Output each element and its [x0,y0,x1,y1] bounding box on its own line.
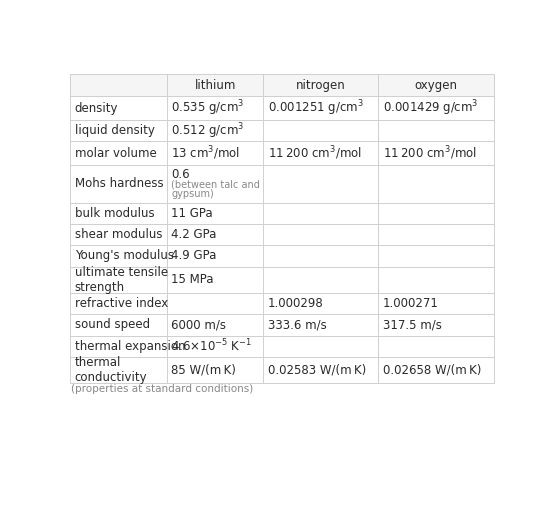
Bar [167,120,263,141]
Bar [167,203,263,224]
Bar [167,293,263,314]
Text: refractive index: refractive index [75,297,168,310]
Bar [378,293,494,314]
Bar [263,120,378,141]
Bar [378,141,494,165]
Text: nitrogen: nitrogen [296,79,346,92]
Bar [70,203,167,224]
Bar [167,224,263,245]
Text: liquid density: liquid density [75,124,155,138]
Bar [263,336,378,357]
Bar [167,314,263,336]
Bar [70,336,167,357]
Bar [70,120,167,141]
Text: (properties at standard conditions): (properties at standard conditions) [71,384,253,394]
Bar [263,314,378,336]
Text: 0.512 g/cm$^3$: 0.512 g/cm$^3$ [171,121,245,141]
Text: sound speed: sound speed [75,319,150,331]
Bar [263,203,378,224]
Bar [378,224,494,245]
Text: 4.2 GPa: 4.2 GPa [171,228,216,241]
Bar [167,141,263,165]
Bar [378,245,494,267]
Bar [263,97,378,120]
Bar [378,357,494,383]
Text: 0.02658 W/(m K): 0.02658 W/(m K) [383,364,481,376]
Bar [167,74,263,97]
Bar [167,74,263,97]
Text: 0.02583 W/(m K): 0.02583 W/(m K) [268,364,366,376]
Bar [70,141,167,165]
Text: 0.535 g/cm$^3$: 0.535 g/cm$^3$ [171,98,245,118]
Text: 11 GPa: 11 GPa [171,207,213,220]
Bar [263,74,378,97]
Bar [378,314,494,336]
Text: 4.6×10$^{-5}$ K$^{-1}$: 4.6×10$^{-5}$ K$^{-1}$ [171,338,252,355]
Bar [378,267,494,293]
Text: 317.5 m/s: 317.5 m/s [383,319,442,331]
Bar [263,245,378,267]
Bar [378,74,494,97]
Bar [70,267,167,293]
Text: 11 200 cm$^3$/mol: 11 200 cm$^3$/mol [383,144,477,162]
Text: lithium: lithium [194,79,236,92]
Bar [263,267,378,293]
Text: oxygen: oxygen [414,79,458,92]
Text: density: density [75,102,118,115]
Bar [70,293,167,314]
Bar [70,245,167,267]
Text: 85 W/(m K): 85 W/(m K) [171,364,236,376]
Text: shear modulus: shear modulus [75,228,162,241]
Bar [70,74,167,97]
Bar [378,120,494,141]
Bar [263,165,378,203]
Bar [167,165,263,203]
Text: Young's modulus: Young's modulus [75,250,174,262]
Bar [70,165,167,203]
Text: thermal expansion: thermal expansion [75,340,185,353]
Text: 4.9 GPa: 4.9 GPa [171,250,216,262]
Text: 13 cm$^3$/mol: 13 cm$^3$/mol [171,144,240,162]
Text: (between talc and: (between talc and [171,179,260,190]
Bar [263,141,378,165]
Bar [167,336,263,357]
Bar [167,357,263,383]
Text: 0.001429 g/cm$^3$: 0.001429 g/cm$^3$ [383,98,478,118]
Text: gypsum): gypsum) [171,189,214,199]
Text: 11 200 cm$^3$/mol: 11 200 cm$^3$/mol [268,144,361,162]
Text: 0.6: 0.6 [171,168,189,182]
Bar [378,97,494,120]
Bar [167,97,263,120]
Bar [167,267,263,293]
Text: 15 MPa: 15 MPa [171,273,213,286]
Bar [70,74,167,97]
Bar [263,74,378,97]
Text: bulk modulus: bulk modulus [75,207,154,220]
Text: 1.000298: 1.000298 [268,297,323,310]
Text: 6000 m/s: 6000 m/s [171,319,226,331]
Bar [70,224,167,245]
Text: thermal
conductivity: thermal conductivity [75,356,147,384]
Bar [378,203,494,224]
Text: Mohs hardness: Mohs hardness [75,177,163,191]
Bar [263,224,378,245]
Bar [378,336,494,357]
Text: 1.000271: 1.000271 [383,297,438,310]
Text: 333.6 m/s: 333.6 m/s [268,319,327,331]
Text: ultimate tensile
strength: ultimate tensile strength [75,266,168,294]
Bar [263,293,378,314]
Bar [70,357,167,383]
Bar [70,97,167,120]
Bar [167,245,263,267]
Bar [263,357,378,383]
Text: molar volume: molar volume [75,147,156,160]
Bar [378,165,494,203]
Bar [70,314,167,336]
Text: 0.001251 g/cm$^3$: 0.001251 g/cm$^3$ [268,98,363,118]
Bar [378,74,494,97]
